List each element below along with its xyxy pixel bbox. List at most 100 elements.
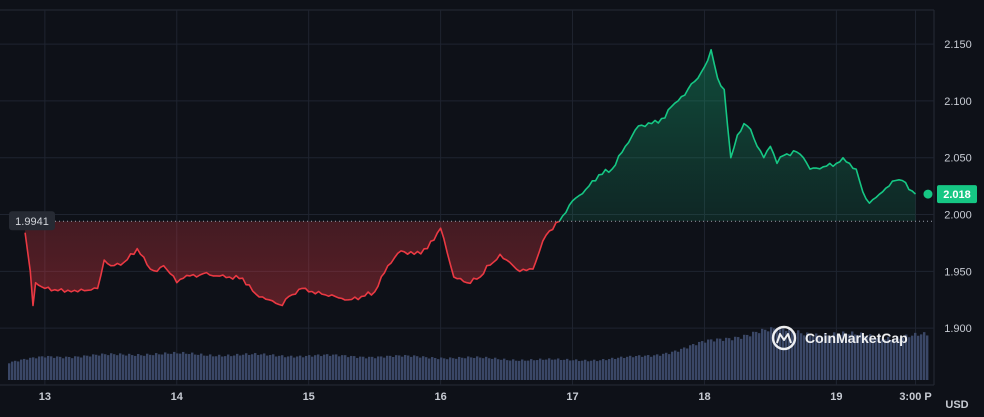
volume-bar — [881, 339, 884, 380]
volume-bar — [503, 358, 506, 380]
volume-bar — [197, 354, 200, 380]
volume-bar — [614, 358, 617, 380]
x-tick-label: 19 — [830, 391, 842, 403]
volume-bar — [731, 340, 734, 380]
volume-bar — [710, 339, 713, 380]
last-price-label-text: 2.018 — [943, 189, 971, 201]
volume-bar — [179, 353, 182, 380]
volume-bar — [407, 355, 410, 380]
volume-bar — [365, 358, 368, 380]
volume-bar — [608, 359, 611, 380]
volume-bar — [161, 354, 164, 380]
y-tick-label: 2.150 — [944, 39, 972, 51]
volume-bar — [860, 332, 863, 380]
volume-bars — [8, 326, 929, 380]
volume-bar — [818, 335, 821, 380]
volume-bar — [452, 358, 455, 380]
volume-bar — [419, 357, 422, 380]
volume-bar — [662, 353, 665, 380]
volume-bar — [203, 355, 206, 380]
volume-bar — [785, 330, 788, 380]
volume-bar — [14, 360, 17, 380]
volume-bar — [596, 361, 599, 380]
volume-bar — [185, 353, 188, 380]
volume-bar — [722, 340, 725, 380]
volume-bar — [524, 360, 527, 380]
volume-bar — [251, 354, 254, 380]
volume-bar — [281, 355, 284, 380]
volume-bar — [191, 352, 194, 380]
volume-bar — [65, 356, 68, 380]
volume-bar — [656, 354, 659, 380]
volume-bar — [44, 357, 47, 380]
volume-bar — [779, 326, 782, 380]
volume-bar — [506, 360, 509, 380]
volume-bar — [848, 334, 851, 380]
volume-bar — [563, 359, 566, 380]
last-price-dot — [923, 189, 933, 199]
volume-bar — [857, 335, 860, 380]
volume-bar — [890, 339, 893, 380]
volume-bar — [50, 356, 53, 380]
volume-bar — [827, 335, 830, 380]
volume-bar — [602, 359, 605, 380]
volume-bar — [551, 359, 554, 380]
volume-bar — [383, 357, 386, 380]
volume-bar — [599, 360, 602, 380]
volume-bar — [149, 354, 152, 380]
volume-bar — [371, 356, 374, 380]
volume-bar — [305, 355, 308, 380]
volume-bar — [821, 336, 824, 380]
volume-bar — [233, 355, 236, 380]
volume-bar — [320, 356, 323, 380]
volume-bar — [782, 328, 785, 380]
volume-bar — [899, 338, 902, 380]
volume-bar — [242, 354, 245, 380]
volume-bar — [893, 339, 896, 380]
volume-bar — [434, 358, 437, 380]
volume-bar — [803, 335, 806, 380]
volume-bar — [545, 359, 548, 380]
volume-bar — [41, 356, 44, 380]
volume-bar — [32, 357, 35, 380]
volume-bar — [254, 353, 257, 380]
volume-bar — [770, 327, 773, 380]
volume-bar — [854, 334, 857, 380]
volume-bar — [215, 356, 218, 380]
volume-bar — [650, 356, 653, 380]
volume-bar — [332, 354, 335, 380]
volume-bar — [395, 355, 398, 380]
volume-bar — [692, 344, 695, 380]
volume-bar — [95, 354, 98, 380]
volume-bar — [458, 356, 461, 380]
volume-bar — [824, 333, 827, 380]
volume-bar — [23, 358, 26, 380]
coinmarketcap-watermark: CoinMarketCap — [771, 325, 908, 351]
volume-bar — [686, 348, 689, 380]
volume-bar — [584, 359, 587, 380]
volume-bar — [239, 355, 242, 380]
volume-bar — [29, 357, 32, 380]
volume-bar — [296, 356, 299, 380]
volume-bar — [122, 354, 125, 380]
y-tick-label: 2.000 — [944, 210, 972, 222]
volume-bar — [740, 338, 743, 380]
volume-bar — [518, 360, 521, 380]
volume-bar — [791, 330, 794, 380]
volume-bar — [797, 330, 800, 380]
volume-bar — [638, 355, 641, 380]
x-axis-ticks: 13 14 15 16 17 18 19 3:00 P — [39, 391, 932, 403]
volume-bar — [428, 358, 431, 380]
y-tick-label: 1.900 — [944, 323, 972, 335]
volume-bar — [416, 356, 419, 380]
volume-bar — [83, 355, 86, 380]
volume-bar — [110, 353, 113, 380]
volume-bar — [464, 358, 467, 380]
volume-bar — [920, 334, 923, 380]
volume-bar — [287, 356, 290, 380]
volume-bar — [647, 355, 650, 380]
volume-bar — [71, 358, 74, 380]
volume-bar — [461, 357, 464, 380]
volume-bar — [134, 355, 137, 380]
